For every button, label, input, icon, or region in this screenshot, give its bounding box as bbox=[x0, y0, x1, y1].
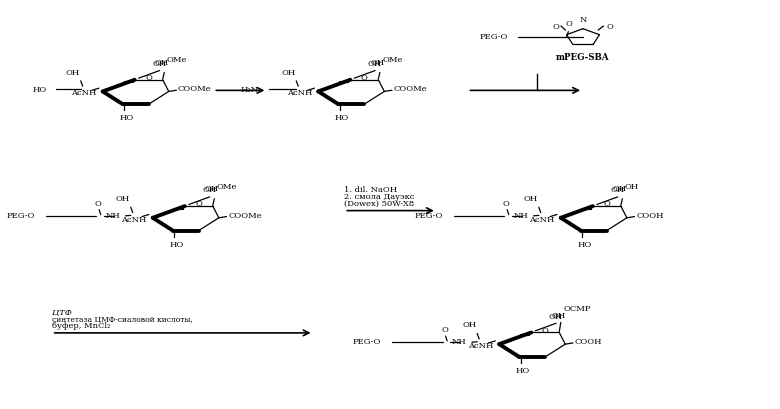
Text: HO: HO bbox=[516, 367, 530, 375]
Text: O: O bbox=[361, 74, 367, 82]
Text: O: O bbox=[95, 200, 102, 208]
Text: OMe: OMe bbox=[382, 56, 402, 64]
Text: синтетаза ЦМФ-сиаловой кислоты,: синтетаза ЦМФ-сиаловой кислоты, bbox=[51, 315, 193, 324]
Text: HO: HO bbox=[169, 240, 184, 249]
Text: NH: NH bbox=[452, 338, 466, 346]
Text: OH: OH bbox=[368, 60, 382, 68]
Text: N: N bbox=[580, 16, 587, 24]
Text: COOH: COOH bbox=[636, 212, 664, 220]
Text: PEG-O: PEG-O bbox=[479, 34, 508, 41]
Text: ЦТФ: ЦТФ bbox=[51, 309, 72, 317]
Text: O: O bbox=[542, 327, 548, 335]
Text: OH: OH bbox=[625, 183, 639, 191]
Text: AcNH: AcNH bbox=[121, 216, 147, 224]
Text: OH: OH bbox=[281, 69, 296, 76]
Text: O: O bbox=[195, 200, 202, 209]
Text: OH: OH bbox=[115, 195, 129, 203]
Text: 1. dil. NaOH: 1. dil. NaOH bbox=[344, 187, 398, 194]
Text: OCMP: OCMP bbox=[563, 305, 590, 313]
Text: HO: HO bbox=[119, 115, 133, 122]
Text: буфер, MnCl₂: буфер, MnCl₂ bbox=[51, 322, 110, 330]
Text: H₂N: H₂N bbox=[240, 86, 258, 94]
Text: COOMe: COOMe bbox=[178, 85, 211, 93]
Text: AcNH: AcNH bbox=[71, 90, 97, 97]
Text: COOMe: COOMe bbox=[394, 85, 427, 93]
Text: COOH: COOH bbox=[575, 338, 602, 346]
Text: (Dowex) 50W-X8: (Dowex) 50W-X8 bbox=[344, 200, 414, 208]
Text: NH: NH bbox=[513, 212, 528, 220]
Text: mPEG-SBA: mPEG-SBA bbox=[556, 53, 610, 62]
Text: O: O bbox=[604, 200, 610, 209]
Text: AcNH: AcNH bbox=[530, 216, 555, 224]
Text: PEG-O: PEG-O bbox=[414, 212, 442, 220]
Text: OH: OH bbox=[551, 312, 565, 320]
Text: OH: OH bbox=[66, 69, 80, 76]
Text: O: O bbox=[145, 74, 152, 82]
Text: HO: HO bbox=[33, 86, 47, 94]
Text: NH: NH bbox=[105, 212, 120, 220]
Text: OH: OH bbox=[549, 313, 563, 321]
Text: OH: OH bbox=[370, 59, 385, 67]
Text: OH: OH bbox=[203, 187, 217, 194]
Text: COOMe: COOMe bbox=[228, 212, 261, 220]
Text: HO: HO bbox=[577, 240, 592, 249]
Text: 2. смола Дауэкс: 2. смола Дауэкс bbox=[344, 193, 415, 201]
Text: OH: OH bbox=[523, 195, 538, 203]
Text: O: O bbox=[566, 20, 573, 28]
Text: OH: OH bbox=[462, 321, 477, 329]
Text: O: O bbox=[441, 326, 448, 334]
Text: OMe: OMe bbox=[217, 183, 237, 191]
Text: OH: OH bbox=[154, 59, 169, 67]
Text: O: O bbox=[552, 23, 559, 31]
Text: O: O bbox=[607, 23, 614, 31]
Text: AcNH: AcNH bbox=[287, 90, 312, 97]
Text: AcNH: AcNH bbox=[468, 342, 493, 350]
Text: O: O bbox=[503, 200, 510, 208]
Text: OH: OH bbox=[205, 185, 219, 193]
Text: OMe: OMe bbox=[167, 56, 187, 64]
Text: PEG-O: PEG-O bbox=[6, 212, 34, 220]
Text: OH: OH bbox=[613, 185, 627, 193]
Text: HO: HO bbox=[335, 115, 349, 122]
Text: PEG-O: PEG-O bbox=[353, 338, 381, 346]
Text: OH: OH bbox=[611, 187, 625, 194]
Text: OH: OH bbox=[152, 60, 167, 68]
